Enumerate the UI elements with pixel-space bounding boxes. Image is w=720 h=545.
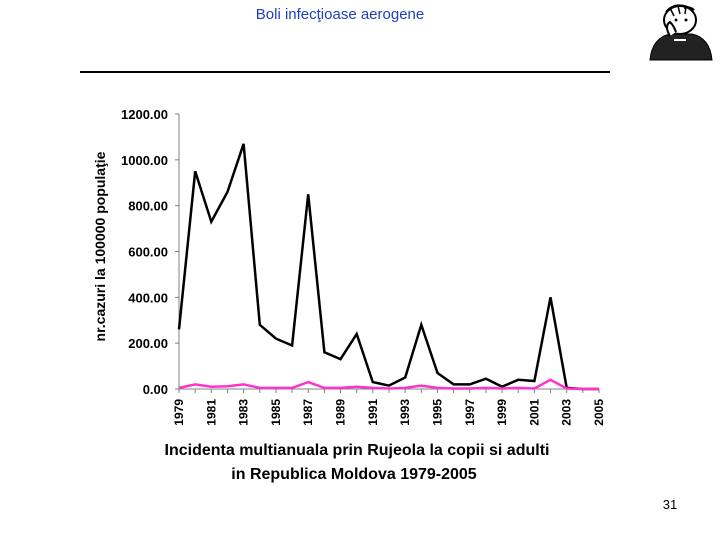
y-axis-label: nr.cazuri la 100000 populaţie: [92, 151, 108, 341]
page-number: 31: [662, 497, 678, 512]
x-ticks: 1979 1981 1983 1985 1987 1989 1991 1993 1995 1997…: [172, 389, 606, 426]
series-lines: [177, 143, 599, 391]
y-ticks: 0.00 200.00 400.00 600.00 800.00 1000.00 1200.…: [121, 107, 179, 397]
x-tick-label: 1985: [269, 399, 283, 426]
y-tick-label: 1200.00: [121, 107, 168, 122]
x-tick-label: 1979: [172, 399, 186, 426]
x-tick-label: 2001: [527, 399, 541, 426]
y-tick-label: 1000.00: [121, 153, 168, 168]
thinking-man-icon: [649, 4, 713, 61]
x-tick-label: 1991: [366, 399, 380, 426]
line-series-1: [177, 143, 599, 391]
x-tick-label: 1993: [398, 399, 412, 426]
y-tick-label: 800.00: [128, 199, 168, 214]
header-divider: [80, 71, 610, 73]
x-tick-label: 1995: [430, 399, 444, 426]
y-tick-label: 200.00: [128, 336, 168, 351]
line-series-2: [178, 378, 599, 391]
y-tick-label: 0.00: [143, 382, 168, 397]
chart-subtitle: in Republica Moldova 1979-2005: [231, 466, 477, 483]
y-tick-label: 400.00: [128, 290, 168, 305]
x-tick-label: 2003: [560, 399, 574, 426]
x-tick-label: 1997: [463, 399, 477, 426]
slide-title: Boli infecţioase aerogene: [255, 6, 425, 23]
y-tick-label: 600.00: [128, 245, 168, 260]
x-tick-label: 1983: [237, 399, 251, 426]
chart-title: Incidenta multianuala prin Rujeola la co…: [165, 442, 550, 459]
x-tick-label: 2005: [592, 399, 606, 426]
x-tick-label: 1987: [301, 399, 315, 426]
x-tick-label: 1989: [334, 399, 348, 426]
x-tick-label: 1999: [495, 399, 509, 426]
x-tick-label: 1981: [204, 399, 218, 426]
